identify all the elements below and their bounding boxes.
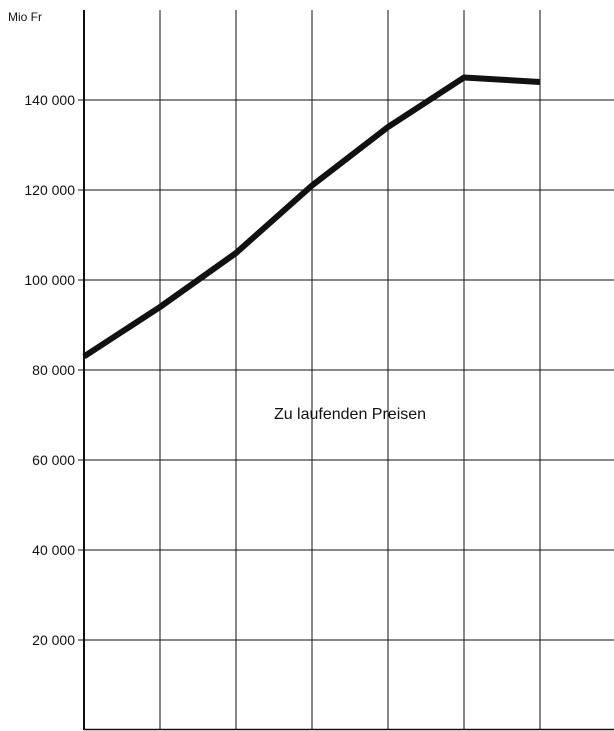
y-tick-label: 120 000 [24,182,75,198]
axes [83,10,614,731]
y-axis-unit-label: Mio Fr [8,10,42,24]
series-group [82,74,541,360]
horizontal-gridlines [78,99,614,641]
y-tick-label: 100 000 [24,272,75,288]
y-tick-label: 40 000 [32,542,75,558]
y-tick-label: 80 000 [32,362,75,378]
series-line [82,74,541,360]
y-tick-labels: 20 000 40 000 60 000 80 000 100 000 120 000 14… [24,92,75,648]
y-tick-label: 20 000 [32,632,75,648]
chart-annotation: Zu laufenden Preisen [274,406,426,423]
y-tick-label: 60 000 [32,452,75,468]
y-tick-label: 140 000 [24,92,75,108]
